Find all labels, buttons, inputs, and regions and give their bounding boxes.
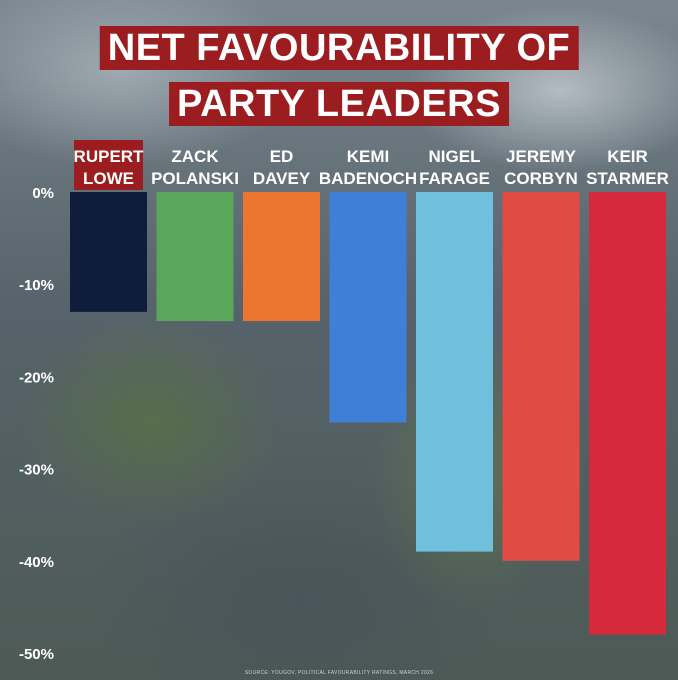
category-label: KEMI <box>347 147 390 166</box>
bar <box>329 192 407 423</box>
bar <box>416 192 493 552</box>
category-label: DAVEY <box>253 169 311 188</box>
source-note: SOURCE: YOUGOV, POLITICAL FAVOURABILITY … <box>244 670 434 676</box>
chart-title-line-1: NET FAVOURABILITY OF <box>99 26 579 70</box>
category-label: CORBYN <box>504 169 578 188</box>
category-label: STARMER <box>586 169 669 188</box>
category-label: FARAGE <box>419 169 490 188</box>
bar <box>243 192 320 322</box>
y-tick-label: -40% <box>19 554 54 571</box>
category-label: RUPERT <box>74 147 145 166</box>
bar <box>156 192 234 322</box>
category-label: ED <box>270 147 294 166</box>
category-label-highlight <box>74 140 143 190</box>
category-label: LOWE <box>83 169 134 188</box>
category-label: POLANSKI <box>151 169 239 188</box>
y-tick-label: -50% <box>19 646 54 663</box>
category-label: BADENOCH <box>319 169 417 188</box>
category-label: NIGEL <box>429 147 481 166</box>
chart-title-line-2: PARTY LEADERS <box>169 82 509 126</box>
bar <box>589 192 666 635</box>
y-tick-label: -10% <box>19 277 54 294</box>
y-tick-label: -20% <box>19 369 54 386</box>
category-label: KEIR <box>607 147 648 166</box>
category-label: ZACK <box>171 147 219 166</box>
y-tick-label: 0% <box>32 185 54 202</box>
category-label: JEREMY <box>506 147 577 166</box>
bar <box>502 192 580 561</box>
y-tick-label: -30% <box>19 462 54 479</box>
bar <box>70 192 147 312</box>
